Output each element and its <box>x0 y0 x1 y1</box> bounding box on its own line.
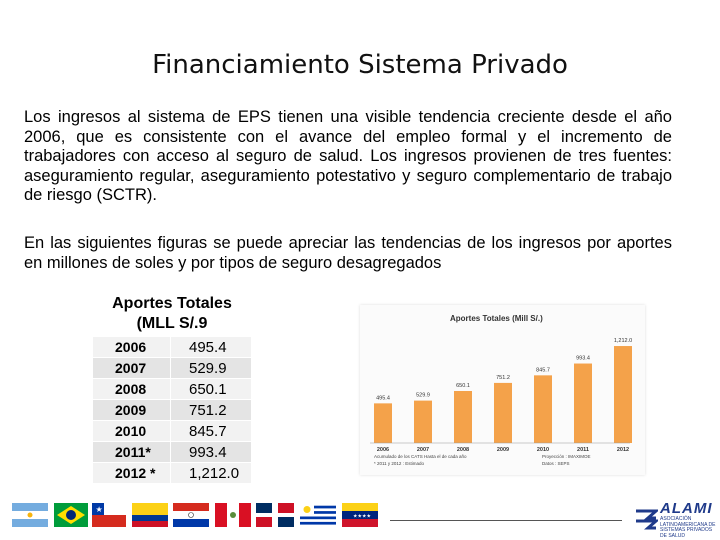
data-label: 845.7 <box>536 367 550 373</box>
page-title: Financiamiento Sistema Privado <box>152 50 568 80</box>
data-label: 650.1 <box>456 383 470 389</box>
colombia-flag <box>132 503 168 527</box>
data-label: 751.2 <box>496 375 510 381</box>
year-cell: 2011* <box>92 441 171 463</box>
alami-logo-icon <box>636 509 658 530</box>
year-cell: 2012 * <box>92 462 171 484</box>
table-row: 2006 495.4 <box>92 336 252 358</box>
value-cell: 751.2 <box>170 399 252 421</box>
bar-2009 <box>494 382 512 443</box>
data-label: 993.4 <box>576 356 590 362</box>
bar-2010 <box>534 375 552 443</box>
x-tick-label: 2011 <box>577 447 589 453</box>
value-cell: 650.1 <box>170 378 252 400</box>
chart-title: Aportes Totales (Mill S/.) <box>450 314 543 323</box>
x-tick-label: 2008 <box>457 447 469 453</box>
x-tick-label: 2009 <box>497 447 509 453</box>
alami-logo: ALAMI ASOCIACIÓN LATINOAMERICANA DE SIST… <box>634 500 718 539</box>
uruguay-flag <box>300 503 336 527</box>
table-row: 2010 845.7 <box>92 420 252 442</box>
intro-paragraph: Los ingresos al sistema de EPS tienen un… <box>24 108 672 204</box>
value-cell: 993.4 <box>170 441 252 463</box>
svg-text:★★★★: ★★★★ <box>353 514 371 520</box>
value-cell: 495.4 <box>170 336 252 358</box>
peru-flag <box>215 503 251 527</box>
bar-2011 <box>574 363 592 443</box>
svg-text:★: ★ <box>96 505 103 514</box>
table-row: 2012 * 1,212.0 <box>92 462 252 484</box>
year-cell: 2007 <box>92 357 171 379</box>
x-tick-label: 2007 <box>417 447 429 453</box>
footer-divider <box>390 520 622 521</box>
bar-2007 <box>414 400 432 443</box>
chart-footnote: * 2011 y 2012 : Estimado <box>374 461 424 466</box>
chart-footnote: Datos : SEPS <box>542 461 570 466</box>
dominican-republic-flag <box>256 503 294 527</box>
x-tick-label: 2010 <box>537 447 549 453</box>
chart-footnote: Proyección : IMAXIMOE <box>542 454 591 459</box>
chart-footnote: Acumulado de los CATS Hasta el de cada a… <box>374 454 467 459</box>
brazil-flag <box>54 503 88 527</box>
table-row: 2009 751.2 <box>92 399 252 421</box>
x-tick-label: 2006 <box>377 447 389 453</box>
figures-paragraph: En las siguientes figuras se puede aprec… <box>24 234 672 272</box>
table-row: 2007 529.9 <box>92 357 252 379</box>
bar-2012 <box>614 346 632 443</box>
chart-svg: Aportes Totales (Mill S/.) 495.4 2006 529.… <box>370 314 632 466</box>
logo-subtext: ASOCIACIÓN LATINOAMERICANA DE SISTEMAS P… <box>660 516 716 539</box>
bar-2008 <box>454 390 472 443</box>
bar-2006 <box>374 403 392 443</box>
data-label: 1,212.0 <box>614 338 632 344</box>
year-cell: 2006 <box>92 336 171 358</box>
venezuela-flag: ★★★★ <box>342 503 378 527</box>
totals-table: Aportes Totales (MLL S/.9 2006 495.4 2007… <box>92 292 252 484</box>
chile-flag: ★ <box>92 503 126 527</box>
data-label: 495.4 <box>376 395 390 401</box>
year-cell: 2010 <box>92 420 171 442</box>
argentina-flag <box>12 503 48 527</box>
year-cell: 2008 <box>92 378 171 400</box>
paraguay-flag <box>173 503 209 527</box>
x-tick-label: 2012 <box>617 447 629 453</box>
value-cell: 845.7 <box>170 420 252 442</box>
table-row: 2008 650.1 <box>92 378 252 400</box>
table-header: Aportes Totales (MLL S/.9 <box>92 292 252 337</box>
data-label: 529.9 <box>416 393 430 399</box>
year-cell: 2009 <box>92 399 171 421</box>
value-cell: 1,212.0 <box>170 462 252 484</box>
aportes-bar-chart: Aportes Totales (Mill S/.) 495.4 2006 529.… <box>360 305 645 475</box>
logo-text: ALAMI <box>660 500 713 517</box>
table-row: 2011* 993.4 <box>92 441 252 463</box>
value-cell: 529.9 <box>170 357 252 379</box>
